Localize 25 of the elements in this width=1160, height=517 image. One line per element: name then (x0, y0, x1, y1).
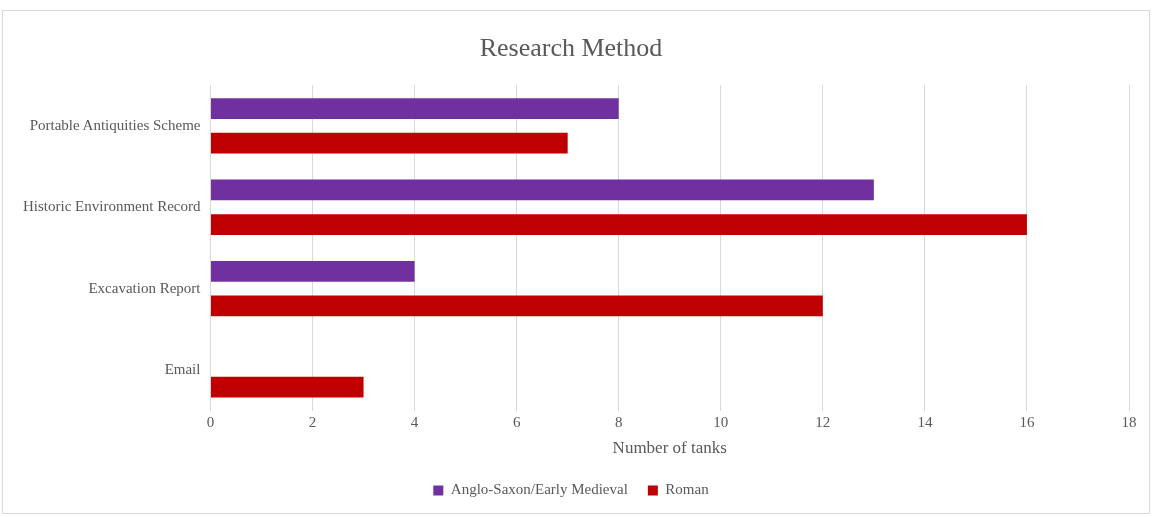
x-tick-label: 8 (614, 413, 623, 430)
x-tick-label: 18 (1121, 413, 1137, 430)
bar (210, 260, 415, 282)
legend-label: Anglo-Saxon/Early Medieval (450, 481, 628, 498)
x-tick-label: 10 (713, 413, 729, 430)
bar (210, 98, 619, 119)
x-tick-label: 16 (1019, 413, 1035, 430)
legend-label: Roman (665, 481, 710, 498)
y-tick-label: Portable Antiquities Scheme (29, 116, 201, 133)
x-axis-title: Number of tanks (612, 438, 727, 458)
y-tick-label: Historic Environment Record (22, 198, 201, 215)
bar (210, 295, 823, 317)
bar (210, 132, 568, 154)
x-tick-label: 6 (512, 413, 521, 430)
x-tick-label: 12 (815, 413, 831, 430)
y-tick-label: Email (164, 360, 201, 377)
x-tick-label: 4 (410, 413, 419, 430)
x-tick-label: 2 (308, 413, 317, 430)
bar (210, 179, 874, 201)
y-tick-label: Excavation Report (88, 279, 202, 296)
bar (210, 376, 364, 398)
chart-title: Research Method (479, 33, 663, 63)
x-tick-label: 0 (206, 413, 215, 430)
x-tick-label: 14 (917, 413, 933, 430)
bar (210, 214, 1027, 235)
